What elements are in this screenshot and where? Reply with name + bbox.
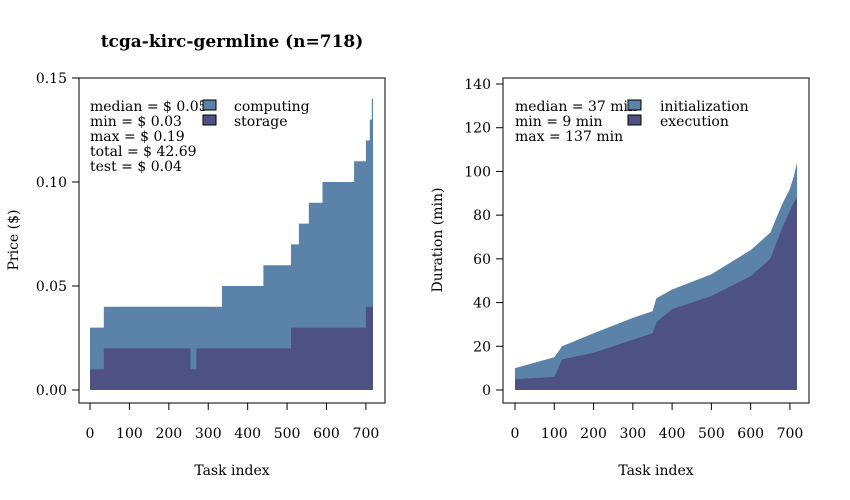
- price-areas: [90, 98, 373, 391]
- legend-label-initialization: initialization: [660, 99, 749, 115]
- x-tick-label: 200: [155, 426, 182, 442]
- y-tick-label: 40: [473, 296, 491, 312]
- price-x-axis-label: Task index: [194, 463, 269, 479]
- duration-stat-median: median = 37 min: [515, 99, 637, 115]
- x-tick-label: 500: [274, 426, 301, 442]
- x-tick-label: 100: [116, 426, 143, 442]
- y-tick-label: 140: [464, 77, 491, 93]
- x-tick-label: 0: [86, 426, 95, 442]
- x-tick-label: 600: [313, 426, 340, 442]
- legend-label-computing: computing: [234, 99, 310, 115]
- area-computing: [90, 98, 373, 391]
- x-tick-label: 600: [737, 426, 764, 442]
- price-stat-median: median = $ 0.05: [90, 99, 208, 115]
- duration-x-axis-label: Task index: [618, 463, 693, 479]
- duration-y-axis-label: Duration (min): [430, 188, 446, 293]
- duration-stat-min: min = 9 min: [515, 114, 603, 130]
- legend-swatch-storage: [202, 114, 217, 126]
- price-stat-min: min = $ 0.03: [90, 114, 182, 130]
- y-tick-label: 80: [473, 208, 491, 224]
- legend-label-execution: execution: [660, 114, 729, 130]
- price-stat-total: total = $ 42.69: [90, 144, 197, 160]
- duration-stat-max: max = 137 min: [515, 129, 623, 145]
- y-tick-label: 0.00: [36, 383, 67, 399]
- y-tick-label: 20: [473, 339, 491, 355]
- price-y-axis: 0.00 0.05 0.10 0.15: [36, 71, 80, 399]
- price-legend: computing storage: [202, 99, 310, 130]
- y-tick-label: 0.05: [36, 279, 67, 295]
- price-x-axis: 0 100 200 300 400 500 600 700: [86, 402, 380, 442]
- y-tick-label: 120: [464, 121, 491, 137]
- legend-swatch-initialization: [627, 99, 642, 111]
- duration-x-axis: 0 100 200 300 400 500 600 700: [511, 402, 804, 442]
- figure-title: tcga-kirc-germline (n=718): [101, 32, 364, 52]
- y-tick-label: 0.15: [36, 71, 67, 87]
- price-y-axis-label: Price ($): [6, 210, 22, 271]
- x-tick-label: 400: [659, 426, 686, 442]
- x-tick-label: 500: [698, 426, 725, 442]
- x-tick-label: 300: [619, 426, 646, 442]
- x-tick-label: 200: [580, 426, 607, 442]
- duration-stats: median = 37 min min = 9 min max = 137 mi…: [515, 99, 637, 145]
- x-tick-label: 0: [511, 426, 520, 442]
- x-tick-label: 300: [195, 426, 222, 442]
- price-stat-test: test = $ 0.04: [90, 159, 182, 175]
- price-panel: 0 100 200 300 400 500 600 700 0.000.050.100.15 …: [6, 71, 386, 479]
- duration-legend: initialization execution: [627, 99, 749, 130]
- price-stats: median = $ 0.05 min = $ 0.03 max = $ 0.1…: [90, 99, 208, 175]
- price-stat-max: max = $ 0.19: [90, 129, 185, 145]
- legend-label-storage: storage: [234, 114, 288, 130]
- x-tick-label: 100: [541, 426, 568, 442]
- y-tick-label: 100: [464, 164, 491, 180]
- x-tick-label: 400: [234, 426, 261, 442]
- area-storage: [90, 306, 373, 390]
- duration-areas: [515, 162, 797, 390]
- y-tick-label: 0.10: [36, 175, 67, 191]
- area-execution: [515, 197, 797, 390]
- legend-swatch-computing: [202, 99, 217, 111]
- duration-panel: 0 100 200 300 400 500 600 700 0 20 40 60 80 100 120 14…: [430, 77, 810, 479]
- y-tick-label: 0: [482, 383, 491, 399]
- x-tick-label: 700: [353, 426, 380, 442]
- y-tick-label: 60: [473, 252, 491, 268]
- legend-swatch-execution: [627, 114, 642, 126]
- x-tick-label: 700: [777, 426, 804, 442]
- duration-y-axis: 0 20 40 60 80 100 120 140: [464, 77, 504, 399]
